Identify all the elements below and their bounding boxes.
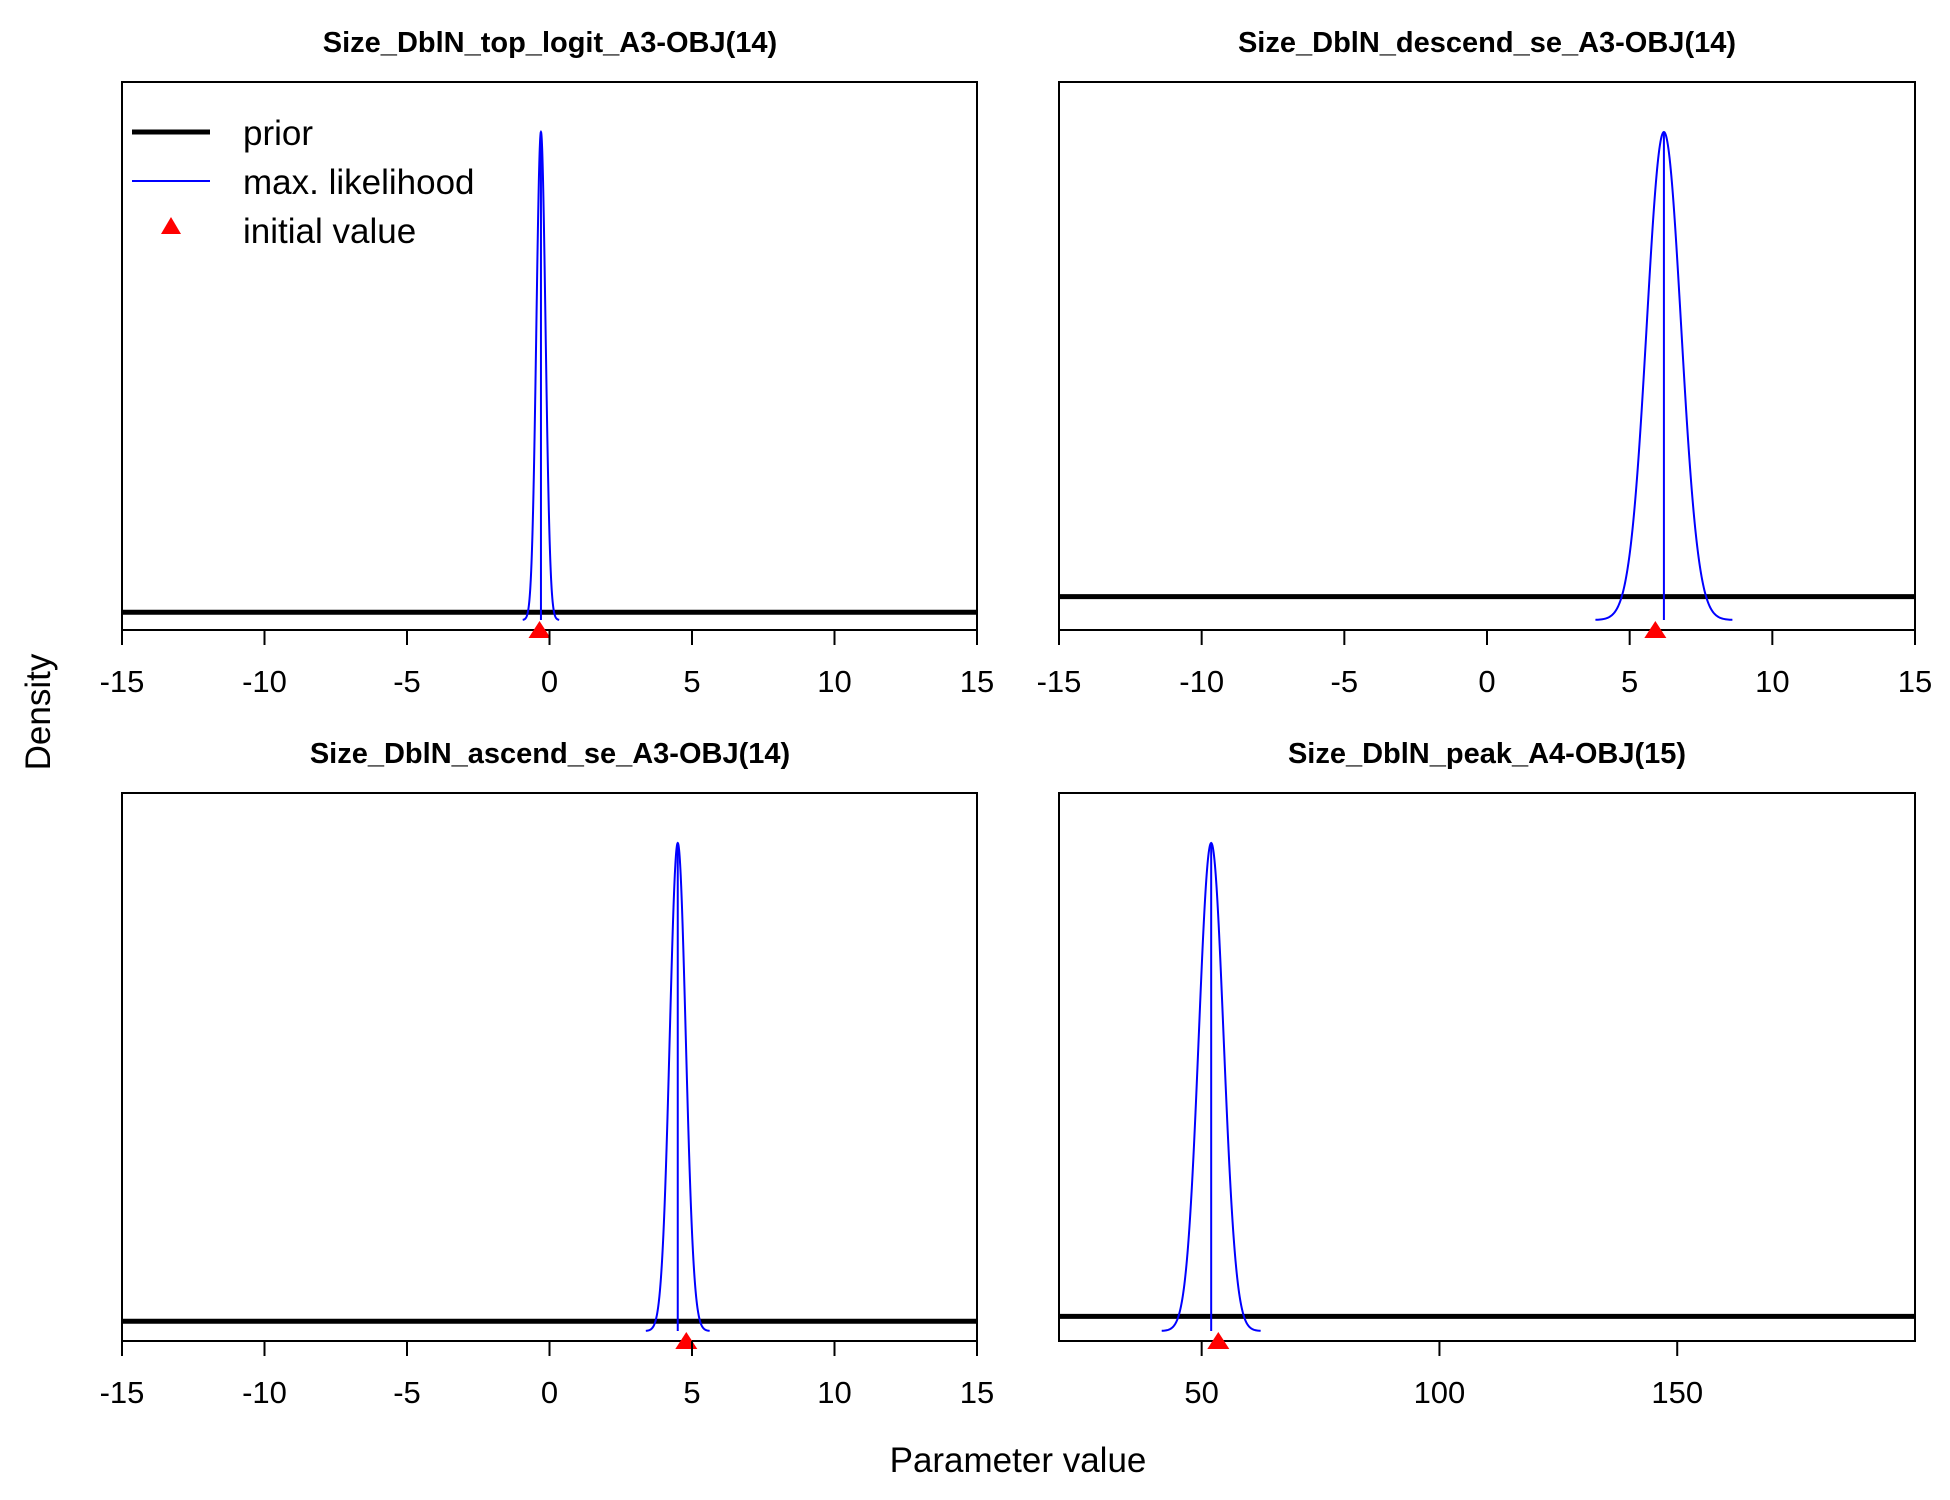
x-tick-label: -5 [1331,664,1359,699]
legend-mle-label: max. likelihood [243,163,475,202]
panel-1-title: Size_DblN_top_logit_A3-OBJ(14) [323,27,777,59]
x-tick-label: 15 [960,1375,994,1410]
x-tick-label: -10 [242,1375,287,1410]
legend-initial-marker [161,217,181,234]
panel-2: Size_DblN_descend_se_A3-OBJ(14) -15 -10 -5… [1037,27,1933,699]
x-tick-label: 150 [1651,1375,1703,1410]
legend-initial-label: initial value [243,212,416,251]
x-tick-label: -5 [393,664,421,699]
x-tick-label: 15 [1898,664,1932,699]
initial-value-marker [1644,621,1667,638]
panel-3: Size_DblN_ascend_se_A3-OBJ(14) -15 -10 -5 0… [100,738,995,1410]
x-tick-label: -15 [100,664,145,699]
panel-2-plot: -15 -10 -5 0 5 10 15 [1037,81,1932,699]
x-tick-label: -5 [393,1375,421,1410]
x-tick-label: 10 [817,1375,851,1410]
x-tick-label: -15 [100,1375,145,1410]
x-tick-label: 100 [1414,1375,1466,1410]
panel-3-title: Size_DblN_ascend_se_A3-OBJ(14) [310,738,790,770]
x-tick-label: 0 [541,664,558,699]
x-tick-label: 10 [817,664,851,699]
x-tick-label: 10 [1755,664,1789,699]
panel-2-frame [1058,81,1916,631]
panel-2-title: Size_DblN_descend_se_A3-OBJ(14) [1238,27,1736,59]
x-tick-label: 50 [1184,1375,1218,1410]
x-tick-label: 0 [541,1375,558,1410]
x-axis-label: Parameter value [890,1441,1147,1480]
x-tick-label: 5 [1621,664,1638,699]
panel-1-plot: -15 -10 -5 0 5 10 15 [100,81,994,699]
panel-3-frame [121,792,978,1342]
legend-prior-label: prior [243,114,313,153]
x-tick-label: -15 [1037,664,1082,699]
panel-4-frame [1058,792,1916,1342]
x-tick-label: 0 [1478,664,1495,699]
x-tick-label: -10 [1179,664,1224,699]
panel-4-plot: 50 100 150 [1058,792,1916,1410]
initial-value-marker [528,621,551,638]
panel-3-plot: -15 -10 -5 0 5 10 15 [100,792,994,1410]
panel-4-title: Size_DblN_peak_A4-OBJ(15) [1288,738,1686,770]
initial-value-marker [1207,1332,1230,1349]
panel-1: Size_DblN_top_logit_A3-OBJ(14) -15 -10 -5 0… [100,27,995,699]
x-tick-label: 15 [960,664,994,699]
legend: prior max. likelihood initial value [132,114,475,251]
panel-4: Size_DblN_peak_A4-OBJ(15) 50 100 150 [1058,738,1916,1410]
x-tick-label: 5 [683,1375,700,1410]
x-tick-label: -10 [242,664,287,699]
y-axis-label: Density [19,653,58,770]
x-tick-label: 5 [683,664,700,699]
